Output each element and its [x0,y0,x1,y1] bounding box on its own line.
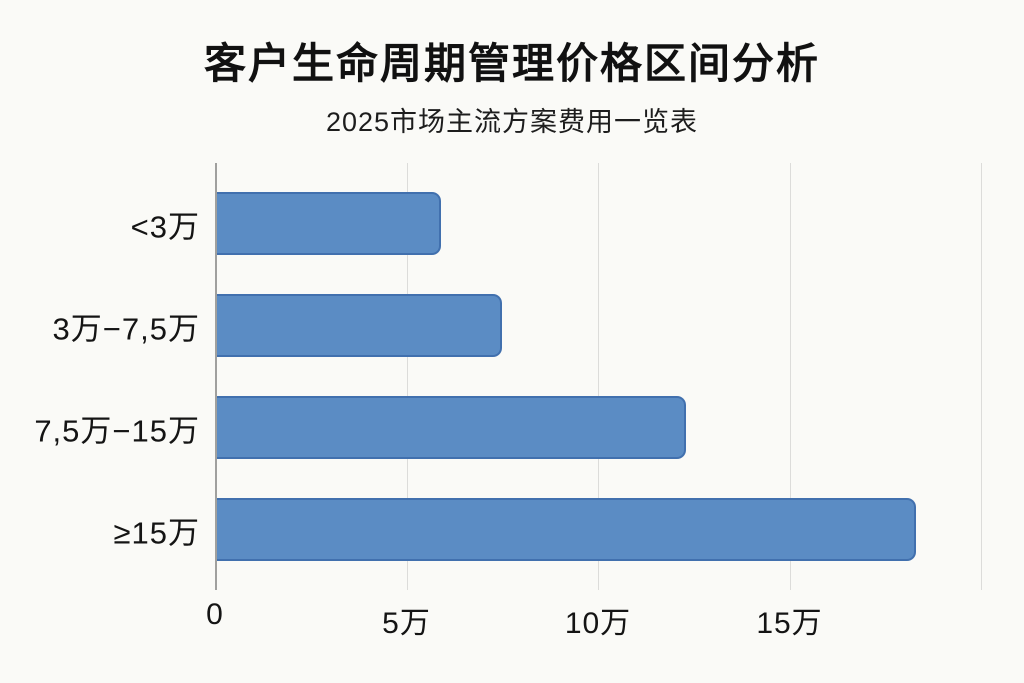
gridline [981,163,982,590]
chart-title: 客户生命周期管理价格区间分析 [203,40,820,87]
category-label: 7,5万−15万 [34,413,200,448]
bar-<3万 [215,192,441,255]
x-tick-label: 5万 [382,607,431,640]
plot-area [215,163,981,568]
grid-layer [215,163,982,590]
gridline [406,163,408,590]
y-axis-line [215,163,217,590]
x-tick-label: 0 [206,598,224,631]
bar-≥15万 [215,498,916,561]
y-axis-labels: <3万 3万−7,5万 7,5万−15万 ≥15万 [0,0,200,683]
category-label: ≥15万 [113,515,200,550]
gridline [598,163,599,590]
x-tick-label: 10万 [564,607,632,640]
chart-subtitle: 2025市场主流方案费用一览表 [325,107,699,137]
bar-7,5万−15万 [215,396,687,459]
bar-3万−7,5万 [215,294,503,357]
gridline [789,163,791,590]
category-label: <3万 [130,209,200,244]
x-tick-label: 15万 [756,607,823,640]
category-label: 3万−7,5万 [52,311,200,346]
